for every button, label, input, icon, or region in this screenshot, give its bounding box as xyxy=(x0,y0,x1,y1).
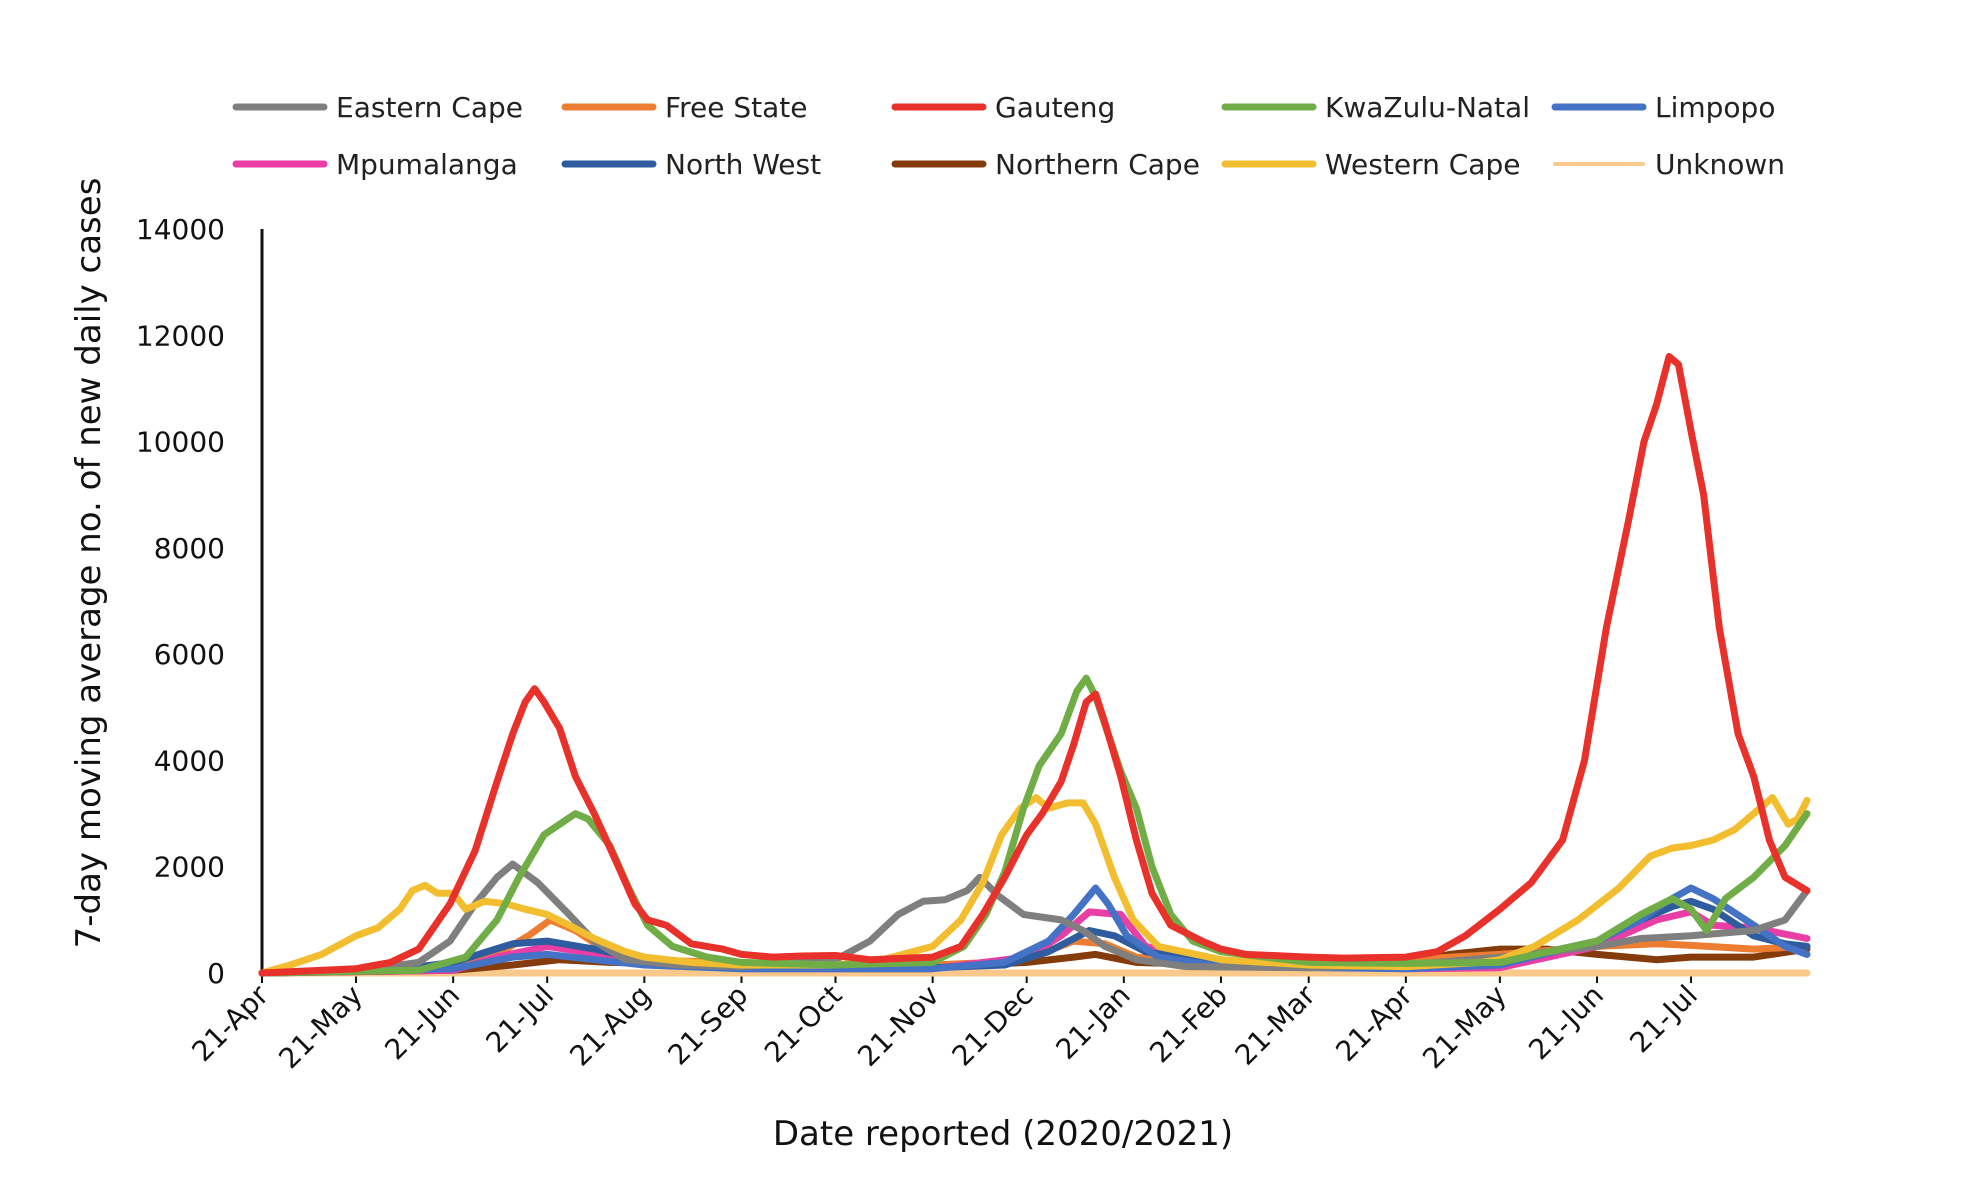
legend-label: Northern Cape xyxy=(995,148,1200,181)
x-tick-label: 21-Jan xyxy=(1049,979,1136,1066)
y-tick-label: 8000 xyxy=(154,532,225,565)
x-tick-label: 21-Feb xyxy=(1143,979,1234,1070)
legend-item-free-state: Free State xyxy=(561,91,807,124)
legend-label: North West xyxy=(665,148,821,181)
x-tick-label: 21-May xyxy=(1416,979,1513,1076)
series-lines xyxy=(258,353,1811,977)
y-tick-label: 2000 xyxy=(154,851,225,884)
series-line-kwazulu-natal xyxy=(258,674,1811,977)
x-tick-label: 21-Apr xyxy=(185,978,275,1068)
y-tick-label: 4000 xyxy=(154,744,225,777)
x-tick-label: 21-Jun xyxy=(1522,979,1610,1067)
x-tick-label: 21-May xyxy=(272,979,369,1076)
x-tick-label: 21-Dec xyxy=(946,979,1040,1073)
x-tick-label: 21-Apr xyxy=(1329,978,1419,1068)
y-tick-label: 12000 xyxy=(136,319,225,352)
x-tick-label: 21-Oct xyxy=(758,979,848,1069)
legend-item-limpopo: Limpopo xyxy=(1551,91,1775,124)
legend-label: Eastern Cape xyxy=(336,91,523,124)
x-tick-label: 21-Mar xyxy=(1229,978,1322,1071)
legend-label: Gauteng xyxy=(995,91,1115,124)
x-tick-label: 21-Nov xyxy=(851,979,945,1073)
legend-label: KwaZulu-Natal xyxy=(1325,91,1530,124)
legend-item-northern-cape: Northern Cape xyxy=(891,148,1200,181)
y-tick-label: 14000 xyxy=(136,213,225,246)
x-tick-label: 21-Sep xyxy=(661,979,754,1072)
legend-item-gauteng: Gauteng xyxy=(891,91,1115,124)
x-tick-label: 21-Aug xyxy=(563,979,657,1073)
legend: Eastern Cape Free State Gauteng KwaZulu-Nat… xyxy=(232,91,1785,181)
series-line-western-cape xyxy=(258,794,1811,977)
series-line-gauteng xyxy=(258,353,1811,977)
x-tick-label: 21-Jul xyxy=(1623,979,1704,1060)
legend-label: Unknown xyxy=(1655,148,1785,181)
x-tick-label: 21-Jul xyxy=(479,979,560,1060)
legend-item-mpumalanga: Mpumalanga xyxy=(232,148,518,181)
series-line-north-west xyxy=(258,897,1811,977)
axes xyxy=(260,229,1807,975)
legend-label: Free State xyxy=(665,91,807,124)
series-line-limpopo xyxy=(258,884,1811,977)
legend-label: Western Cape xyxy=(1325,148,1520,181)
y-tick-label: 0 xyxy=(207,957,225,990)
legend-item-western-cape: Western Cape xyxy=(1221,148,1520,181)
x-axis-title: Date reported (2020/2021) xyxy=(773,1114,1233,1154)
legend-item-north-west: North West xyxy=(561,148,821,181)
legend-item-eastern-cape: Eastern Cape xyxy=(232,91,523,124)
legend-label: Mpumalanga xyxy=(336,148,518,181)
y-axis-title: 7-day moving average no. of new daily ca… xyxy=(69,178,109,949)
x-tick-label: 21-Jun xyxy=(378,979,466,1067)
legend-item-unknown: Unknown xyxy=(1553,148,1785,181)
legend-item-kwazulu-natal: KwaZulu-Natal xyxy=(1221,91,1530,124)
y-ticks: 0 2000 4000 6000 8000 10000 12000 14000 xyxy=(136,213,225,990)
series-line-mpumalanga xyxy=(258,908,1811,977)
legend-label: Limpopo xyxy=(1655,91,1775,124)
y-tick-label: 6000 xyxy=(154,638,225,671)
y-tick-label: 10000 xyxy=(136,426,225,459)
